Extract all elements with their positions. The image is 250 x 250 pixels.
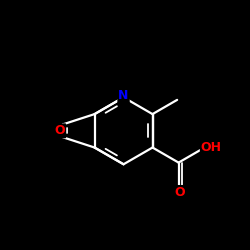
Text: OH: OH [201, 141, 222, 154]
Text: N: N [118, 90, 129, 102]
Text: O: O [54, 124, 65, 137]
Text: O: O [175, 186, 185, 199]
